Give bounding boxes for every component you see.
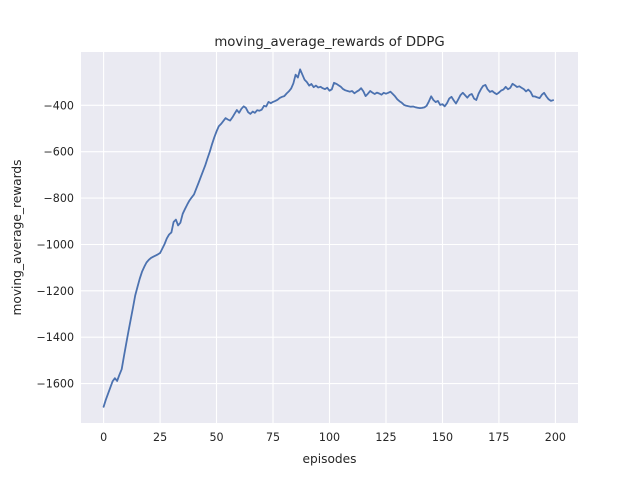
gridlines	[81, 52, 578, 423]
chart-title: moving_average_rewards of DDPG	[214, 35, 444, 50]
y-tick-label: −600	[44, 146, 74, 159]
x-tick-label: 50	[209, 431, 223, 444]
y-tick-label: −1200	[36, 285, 74, 298]
y-tick-label: −400	[44, 99, 74, 112]
x-tick-label: 75	[266, 431, 280, 444]
series-line	[102, 68, 554, 408]
y-tick-label: −1600	[36, 378, 74, 391]
x-tick-label: 150	[432, 431, 453, 444]
x-tick-labels: 0 25 50 75 100 125 150 175 200	[100, 431, 566, 444]
x-axis-label: episodes	[302, 452, 356, 466]
y-tick-label: −1000	[36, 239, 74, 252]
y-tick-labels: −400 −600 −800 −1000 −1200 −1400 −1600	[36, 99, 74, 390]
y-tick-label: −1400	[36, 331, 74, 344]
y-axis-label: moving_average_rewards	[10, 159, 24, 315]
data-series	[102, 68, 554, 408]
x-tick-label: 125	[375, 431, 396, 444]
x-tick-label: 175	[488, 431, 509, 444]
x-tick-label: 100	[319, 431, 340, 444]
x-tick-label: 25	[153, 431, 167, 444]
x-tick-label: 0	[100, 431, 107, 444]
x-tick-label: 200	[545, 431, 566, 444]
y-tick-label: −800	[44, 192, 74, 205]
